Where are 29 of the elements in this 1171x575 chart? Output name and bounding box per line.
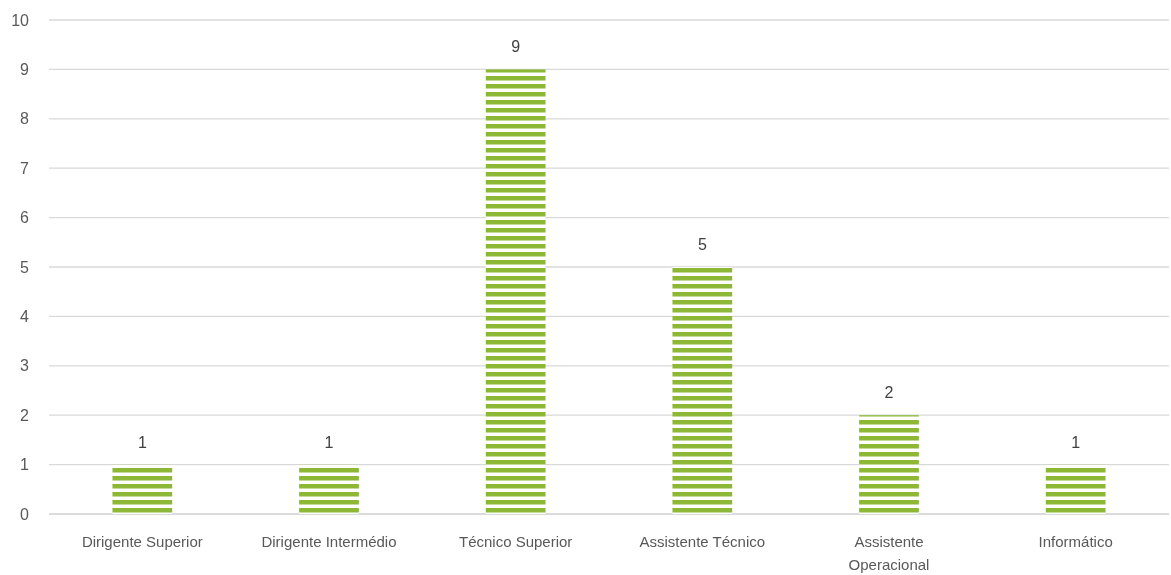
y-tick-label: 3 <box>20 357 30 375</box>
y-tick-label: 1 <box>20 456 30 474</box>
y-tick-label: 5 <box>20 258 30 276</box>
x-tick-label: Informático <box>1038 533 1113 550</box>
y-tick-label: 4 <box>20 308 30 325</box>
y-tick-label: 0 <box>20 505 30 523</box>
bar <box>485 69 546 514</box>
bar <box>672 267 733 514</box>
bar <box>299 464 359 514</box>
data-label: 9 <box>511 38 521 56</box>
bar <box>112 464 173 514</box>
y-tick-label: 9 <box>20 61 30 78</box>
y-tick-label: 7 <box>20 159 30 177</box>
x-tick-label: Técnico Superior <box>458 533 573 550</box>
y-tick-label: 10 <box>11 11 30 29</box>
x-tick-label: Dirigente Intermédio <box>261 533 397 550</box>
data-label: 2 <box>884 384 894 402</box>
data-label: 5 <box>697 236 707 253</box>
bar <box>859 415 919 514</box>
x-tick-label: Assistente Técnico <box>639 533 766 550</box>
data-label: 1 <box>1071 433 1081 451</box>
bar <box>1045 464 1106 514</box>
y-tick-label: 6 <box>20 209 30 227</box>
x-tick-label: Dirigente Superior <box>81 533 203 550</box>
x-tick-label: Assistente Operacional <box>848 533 930 573</box>
data-label: 1 <box>324 433 334 451</box>
y-tick-label: 8 <box>20 110 30 128</box>
data-label: 1 <box>137 433 147 451</box>
y-tick-label: 2 <box>20 406 30 424</box>
